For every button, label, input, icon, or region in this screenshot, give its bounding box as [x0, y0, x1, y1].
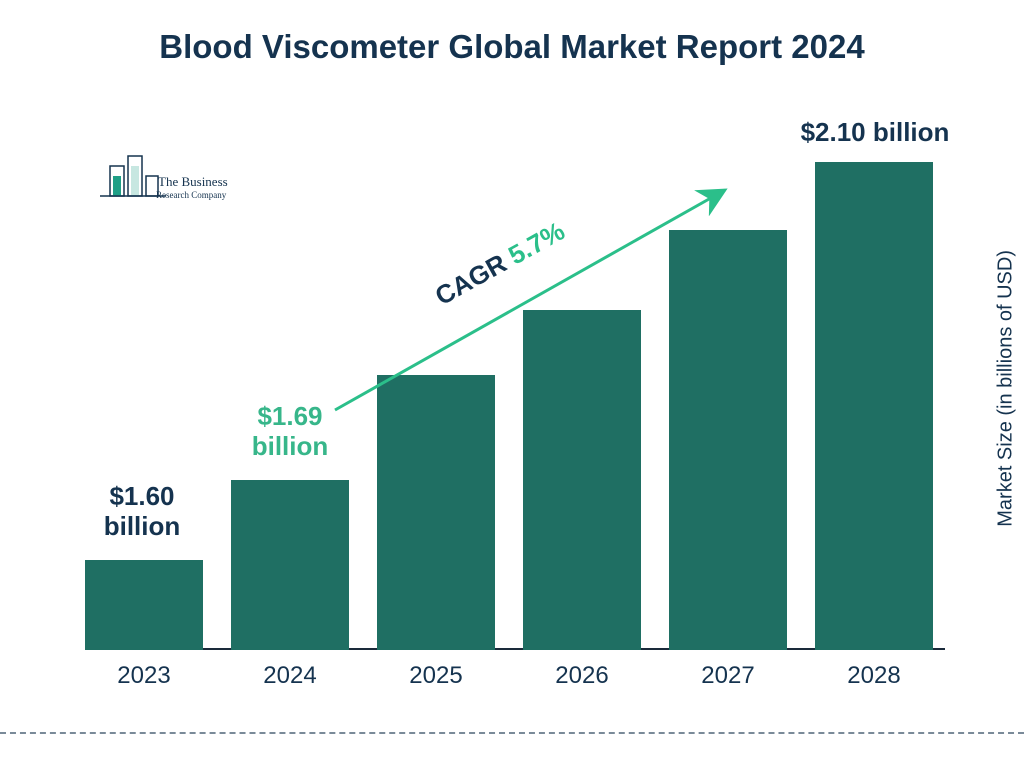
xlabel-2028: 2028 — [815, 662, 933, 690]
value-2028-text: $2.10 billion — [801, 117, 950, 147]
value-label-2028: $2.10 billion — [775, 118, 975, 148]
y-axis-label: Market Size (in billions of USD) — [995, 250, 1018, 527]
xlabel-2027: 2027 — [669, 662, 787, 690]
bar-2024 — [231, 480, 349, 650]
plot-region: $1.60 billion $1.69 billion $2.10 billio… — [85, 130, 945, 650]
value-2023-line1: $1.60 — [109, 481, 174, 511]
bar-2023 — [85, 560, 203, 650]
value-2024-line2: billion — [252, 431, 329, 461]
value-2024-line1: $1.69 — [257, 401, 322, 431]
cagr-arrow — [325, 170, 745, 430]
xlabel-2023: 2023 — [85, 662, 203, 690]
xlabel-2025: 2025 — [377, 662, 495, 690]
bottom-divider — [0, 732, 1024, 734]
xlabel-2026: 2026 — [523, 662, 641, 690]
bar-2028 — [815, 162, 933, 650]
page-title: Blood Viscometer Global Market Report 20… — [0, 28, 1024, 66]
bar-chart: $1.60 billion $1.69 billion $2.10 billio… — [85, 130, 945, 690]
xlabel-2024: 2024 — [231, 662, 349, 690]
value-2023-line2: billion — [104, 511, 181, 541]
value-label-2023: $1.60 billion — [77, 482, 207, 542]
